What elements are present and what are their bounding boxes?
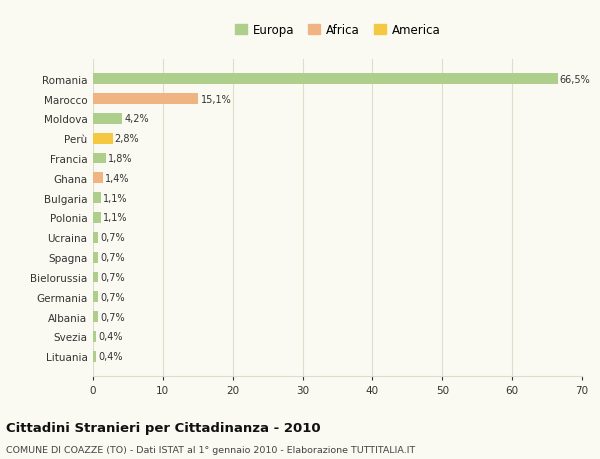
Bar <box>93 134 113 144</box>
Text: 0,4%: 0,4% <box>98 352 122 362</box>
Text: 0,7%: 0,7% <box>100 292 125 302</box>
Text: 0,7%: 0,7% <box>100 252 125 263</box>
Text: 0,7%: 0,7% <box>100 233 125 243</box>
Bar <box>93 292 98 302</box>
Bar <box>93 114 122 124</box>
Bar <box>93 94 199 105</box>
Text: 66,5%: 66,5% <box>560 74 590 84</box>
Text: 4,2%: 4,2% <box>124 114 149 124</box>
Text: 1,4%: 1,4% <box>105 174 130 184</box>
Text: 1,1%: 1,1% <box>103 193 127 203</box>
Bar <box>93 74 557 85</box>
Bar <box>93 153 106 164</box>
Bar <box>93 331 96 342</box>
Text: 1,8%: 1,8% <box>107 154 132 164</box>
Bar <box>93 232 98 243</box>
Bar <box>93 252 98 263</box>
Bar <box>93 193 101 204</box>
Text: COMUNE DI COAZZE (TO) - Dati ISTAT al 1° gennaio 2010 - Elaborazione TUTTITALIA.: COMUNE DI COAZZE (TO) - Dati ISTAT al 1°… <box>6 445 415 454</box>
Text: Cittadini Stranieri per Cittadinanza - 2010: Cittadini Stranieri per Cittadinanza - 2… <box>6 421 320 434</box>
Legend: Europa, Africa, America: Europa, Africa, America <box>235 24 440 37</box>
Bar <box>93 213 101 224</box>
Bar <box>93 351 96 362</box>
Text: 0,7%: 0,7% <box>100 272 125 282</box>
Bar <box>93 173 103 184</box>
Bar <box>93 272 98 283</box>
Text: 2,8%: 2,8% <box>115 134 139 144</box>
Text: 15,1%: 15,1% <box>200 94 232 104</box>
Bar <box>93 312 98 322</box>
Text: 0,4%: 0,4% <box>98 332 122 342</box>
Text: 1,1%: 1,1% <box>103 213 127 223</box>
Text: 0,7%: 0,7% <box>100 312 125 322</box>
